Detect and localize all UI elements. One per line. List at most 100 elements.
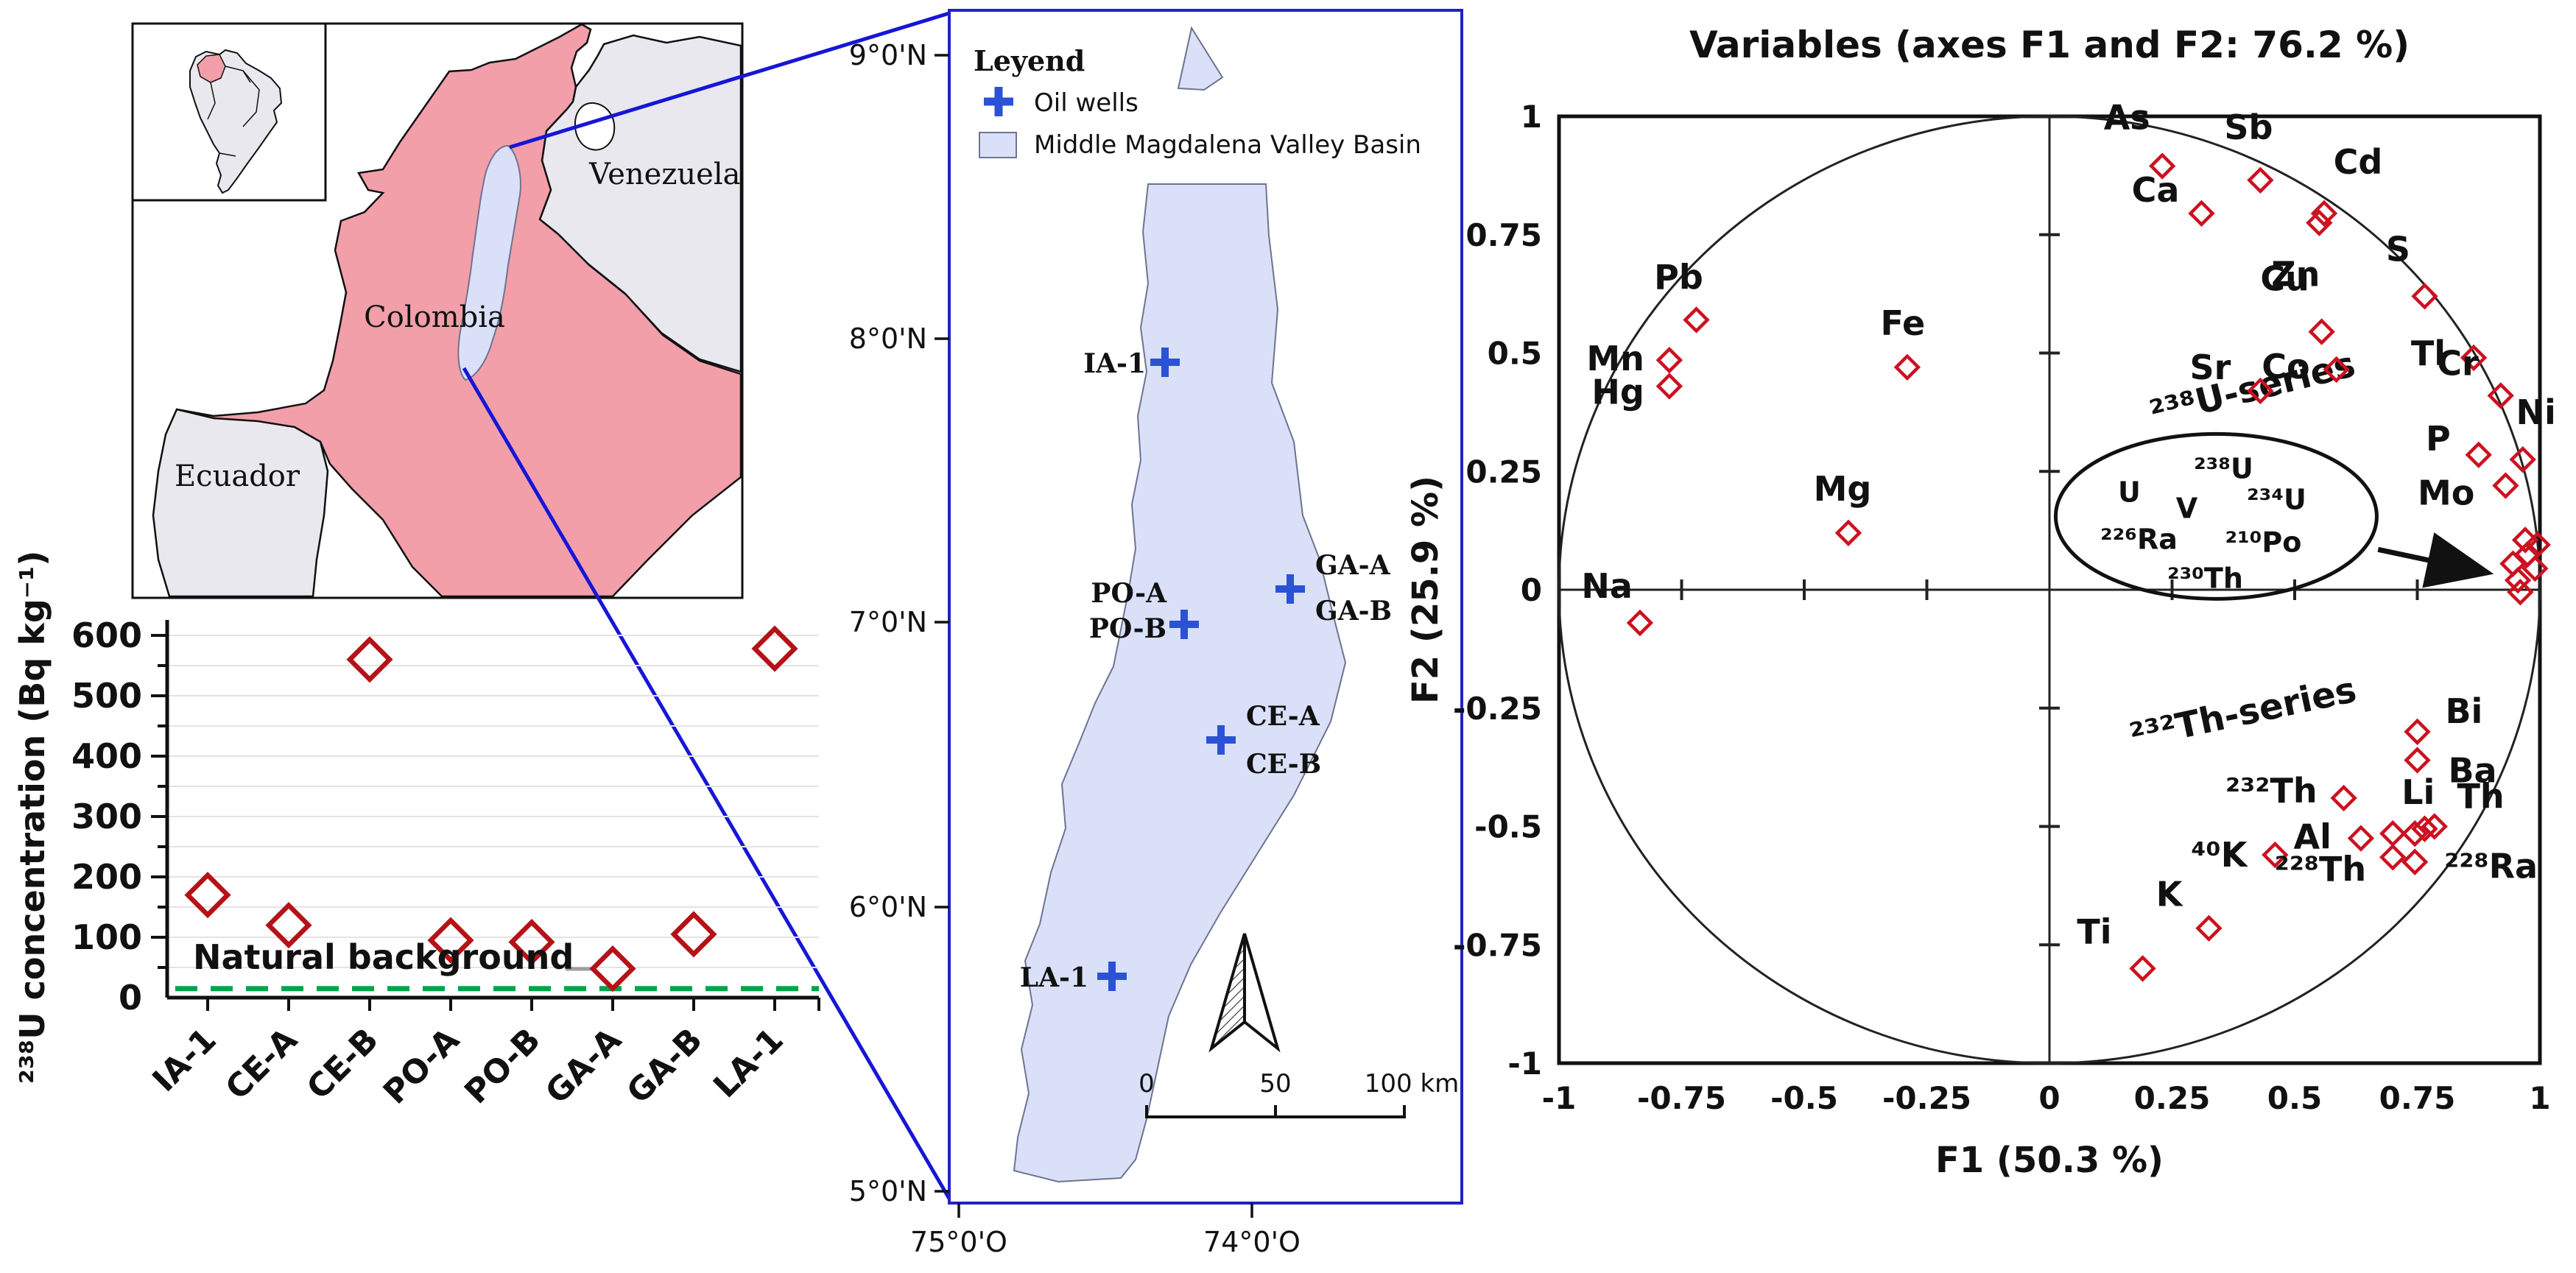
isotope-label: ²³⁸U	[2194, 452, 2253, 484]
legend-title: Leyend	[974, 44, 1085, 77]
scalebar-label: 50	[1259, 1069, 1291, 1099]
pca-point-label: Tl	[2411, 334, 2446, 373]
pca-point-Bi	[2404, 718, 2431, 746]
y-tick-label: 0	[119, 978, 142, 1018]
pca-y-tick-label: 0.5	[1488, 336, 1542, 372]
pca-y-tick-label: 0.25	[1465, 454, 1542, 490]
x-category-label: GA-A	[538, 1021, 629, 1112]
pca-point-Hg	[1655, 373, 1683, 400]
detail-map-legend: Leyend Oil wells Middle Magdalena Valley…	[974, 44, 1421, 160]
pca-point-label: Sr	[2190, 348, 2231, 387]
pca-point-label: Hg	[1591, 373, 1644, 412]
pca-point-label: ⁴⁰K	[2191, 835, 2248, 875]
pca-point-Tl	[2460, 344, 2488, 372]
label-colombia: Colombia	[364, 300, 505, 334]
pca-x-tick-label: 0.5	[2267, 1080, 2322, 1116]
pca-point-label: ²²⁸Th	[2275, 849, 2367, 889]
ellipse-arrow	[2377, 532, 2494, 588]
pca-point-Co	[2323, 356, 2350, 384]
pca-point-Cr	[2487, 382, 2514, 409]
inset-border-line	[219, 152, 236, 157]
pca-x-tick-label: -0.75	[1637, 1080, 1726, 1116]
pca-point-label: Bi	[2446, 691, 2483, 731]
lat-tick-label: 7°0'N	[849, 606, 927, 638]
lat-tick-label: 6°0'N	[849, 891, 927, 923]
zoom-connector-bottom	[462, 367, 951, 1200]
pca-point-label: Th	[2457, 777, 2504, 817]
pca-point-Ni	[2509, 445, 2536, 473]
pca-point-label: ²²⁸Ra	[2444, 847, 2538, 886]
x-category-label: LA-1	[706, 1021, 791, 1106]
isotope-label: V	[2176, 492, 2198, 524]
pca-x-tick-label: -1	[1542, 1080, 1577, 1116]
scalebar-label: 100 km	[1365, 1069, 1460, 1099]
isotope-label: ²³⁴U	[2247, 483, 2306, 515]
pca-point-label: Li	[2401, 772, 2435, 812]
pca-point-label: ²³²Th	[2225, 771, 2318, 811]
pca-point-label: Cd	[2334, 142, 2383, 182]
overview-map-panel: Venezuela Colombia Ecuador	[131, 22, 744, 599]
u-series-ellipse	[2053, 431, 2379, 601]
pca-point-label: Zn	[2271, 255, 2320, 295]
basin-swatch-icon	[979, 132, 1017, 158]
pca-point-label: Pb	[1654, 257, 1703, 297]
pca-point-label: Sb	[2224, 107, 2273, 147]
pca-y-tick-label: 1	[1521, 99, 1542, 135]
u_series_cluster-point	[2524, 531, 2551, 559]
pca-point-Ba	[2404, 747, 2431, 774]
inset-colombia	[197, 54, 226, 83]
chart-point-CE-B	[346, 636, 393, 683]
pca-point-²²⁸Ra	[2401, 848, 2429, 875]
pca-point-Pb	[1683, 306, 1710, 334]
well-label: IA-1	[1083, 348, 1146, 379]
well-label: GA-A	[1315, 550, 1391, 581]
legend-item-basin: Middle Magdalena Valley Basin	[1034, 130, 1421, 160]
y-tick-label: 100	[71, 917, 142, 957]
chart-point-PO-A	[427, 917, 474, 964]
zoom-connector-top	[509, 11, 950, 149]
pca-point-²³²Th	[2330, 784, 2357, 812]
pca-point-Mg	[1834, 519, 1862, 547]
oil-well-cross-icon	[984, 87, 1013, 116]
pca-point-Ca	[2188, 200, 2215, 227]
pca-point-label: Na	[1581, 566, 1633, 606]
pca-point-label: Ca	[2132, 170, 2180, 210]
y-tick-label: 200	[71, 857, 142, 897]
pca-point-K	[2195, 914, 2223, 942]
y-tick-label: 400	[71, 736, 142, 776]
th_cluster-point	[2401, 819, 2429, 847]
u_series_cluster-point	[2504, 566, 2532, 594]
pca-point-label: Ba	[2449, 750, 2497, 790]
pca-x-tick-label: 0.75	[2379, 1080, 2456, 1116]
inset-border-line	[207, 82, 216, 120]
north-arrow-icon	[1208, 933, 1281, 1053]
basin-highlight-overview	[457, 144, 521, 381]
lat-tick-label: 8°0'N	[849, 322, 927, 355]
chart-point-GA-B	[670, 911, 717, 958]
x-category-label: GA-B	[619, 1021, 709, 1111]
x-category-label: CE-B	[300, 1021, 386, 1107]
pca-point-label: Ni	[2516, 392, 2556, 432]
pca-y-tick-label: -0.5	[1474, 809, 1542, 845]
chart-point-LA-1	[751, 625, 798, 672]
detail-map-panel: Leyend Oil wells Middle Magdalena Valley…	[849, 9, 1463, 1258]
scalebar-label: 0	[1139, 1069, 1155, 1099]
pca-point-Mn	[1655, 346, 1683, 374]
u-chart-y-axis-title: ²³⁸U concentration (Bq kg⁻¹)	[13, 551, 52, 1084]
pca-point-Li	[2379, 819, 2407, 847]
pca-y-tick-label: -0.25	[1453, 691, 1542, 727]
isotope-label: ²¹⁰Po	[2225, 526, 2301, 558]
pca-point-label: Cr	[2437, 343, 2479, 383]
basin-fragment-top	[1177, 26, 1224, 91]
pca-point-label: As	[2104, 98, 2150, 138]
pca-point-Sr	[2247, 377, 2274, 405]
pca-point-label: Cu	[2260, 259, 2309, 299]
well-label: CE-B	[1246, 749, 1321, 780]
pca-point-label: Ti	[2077, 911, 2111, 951]
lon-tick-label: 74°0'O	[1203, 1226, 1301, 1258]
pca-point-As	[2148, 152, 2176, 180]
pca-point-label: Mg	[1814, 469, 1872, 509]
u_series_cluster-point	[2522, 554, 2549, 582]
inset-border-line	[242, 70, 260, 127]
